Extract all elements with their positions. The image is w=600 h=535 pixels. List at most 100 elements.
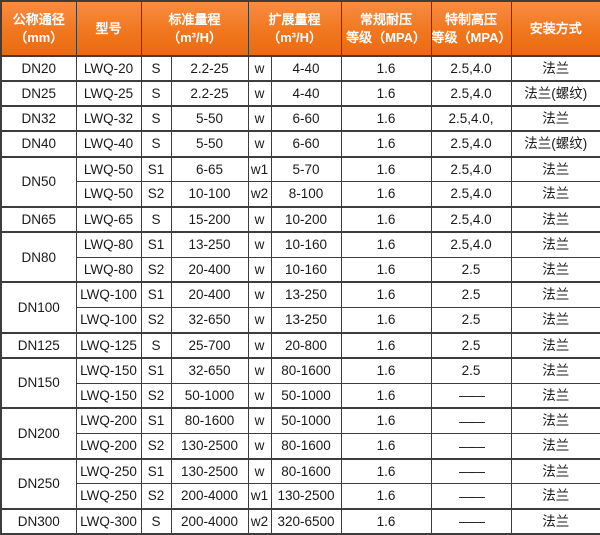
model-cell: LWQ-200 xyxy=(75,432,142,460)
standard-grade-cell: S1 xyxy=(140,356,172,384)
table-body: DN20 LWQ-20 S 2.2-25 w 4-40 1.6 2.5,4.0 法兰 DN25 LW… xyxy=(0,54,600,535)
extended-grade-cell: w2 xyxy=(247,507,272,535)
model-cell: LWQ-50 xyxy=(75,155,142,183)
table-row: LWQ-250 S2 200-4000 w1 130-2500 1.6 —— 法兰 xyxy=(1,483,600,510)
installation-cell: 法兰 xyxy=(510,256,600,283)
extended-range-cell: 80-1600 xyxy=(270,457,342,485)
standard-grade-cell: S2 xyxy=(140,382,172,409)
regular-pressure-cell: 1.6 xyxy=(340,281,432,309)
table-row: DN125 LWQ-125 S 25-700 w 20-800 1.6 2.5 法兰 xyxy=(0,331,600,359)
installation-cell: 法兰 xyxy=(510,432,600,460)
model-cell: LWQ-100 xyxy=(75,307,142,334)
extended-grade-cell: w xyxy=(247,256,272,283)
high-pressure-cell: —— xyxy=(430,382,512,409)
high-pressure-cell: 2.5,4.0 xyxy=(430,80,512,107)
extended-grade-cell: w1 xyxy=(247,155,272,183)
model-cell: LWQ-50 xyxy=(75,181,142,208)
installation-cell: 法兰 xyxy=(510,407,600,434)
installation-cell: 法兰 xyxy=(510,105,600,132)
extended-grade-cell: w xyxy=(247,105,272,132)
extended-range-cell: 8-100 xyxy=(270,181,342,208)
standard-range-cell: 80-1600 xyxy=(170,407,249,434)
standard-grade-cell: S1 xyxy=(140,281,172,309)
high-pressure-cell: 2.5 xyxy=(430,331,512,359)
installation-cell: 法兰 xyxy=(510,181,600,208)
regular-pressure-cell: 1.6 xyxy=(340,407,432,434)
high-pressure-cell: —— xyxy=(430,483,512,510)
model-cell: LWQ-150 xyxy=(75,382,142,409)
nominal-diameter-cell: DN40 xyxy=(0,130,77,158)
nominal-diameter-cell: DN80 xyxy=(0,231,77,283)
header-nominal-diameter: 公称通径 （mm） xyxy=(0,0,77,57)
installation-cell: 法兰 xyxy=(510,307,600,334)
model-cell: LWQ-65 xyxy=(75,205,142,233)
extended-range-cell: 80-1600 xyxy=(270,432,342,460)
extended-grade-cell: w xyxy=(247,205,272,233)
header-high-pressure: 特制高压 等级（MPA） xyxy=(430,0,512,57)
nominal-diameter-cell: DN32 xyxy=(0,105,77,132)
nominal-diameter-cell: DN300 xyxy=(0,507,77,535)
header-row: 公称通径 （mm） 型号 标准量程 （m³/H） 扩展量程 （m³/H） 常规耐… xyxy=(0,0,600,57)
high-pressure-cell: 2.5 xyxy=(430,356,512,384)
table-row: DN50 LWQ-50 S1 6-65 w1 5-70 1.6 2.5,4.0 法兰 xyxy=(0,155,600,208)
header-extended-range: 扩展量程 （m³/H） xyxy=(247,0,342,57)
nominal-diameter-cell: DN20 xyxy=(0,54,77,82)
installation-cell: 法兰 xyxy=(510,331,600,359)
table-row: DN300 LWQ-300 S 200-4000 w2 320-6500 1.6 —— 法兰 xyxy=(0,507,600,535)
model-cell: LWQ-32 xyxy=(75,105,142,132)
model-cell: LWQ-80 xyxy=(75,256,142,283)
regular-pressure-cell: 1.6 xyxy=(340,356,432,384)
standard-grade-cell: S xyxy=(140,205,172,233)
regular-pressure-cell: 1.6 xyxy=(340,130,432,158)
extended-grade-cell: w xyxy=(247,80,272,107)
regular-pressure-cell: 1.6 xyxy=(340,80,432,107)
standard-grade-cell: S2 xyxy=(140,307,172,334)
extended-grade-cell: w xyxy=(247,432,272,460)
regular-pressure-cell: 1.6 xyxy=(340,507,432,535)
extended-range-cell: 320-6500 xyxy=(270,507,342,535)
extended-grade-cell: w xyxy=(247,457,272,485)
model-cell: LWQ-250 xyxy=(75,457,142,485)
extended-range-cell: 13-250 xyxy=(270,281,342,309)
nominal-diameter-cell: DN50 xyxy=(0,155,77,208)
extended-range-cell: 6-60 xyxy=(270,105,342,132)
high-pressure-cell: —— xyxy=(430,457,512,485)
model-cell: LWQ-100 xyxy=(75,281,142,309)
table-row: DN200 LWQ-200 S1 80-1600 w 50-1000 1.6 —— 法兰 xyxy=(0,407,600,460)
regular-pressure-cell: 1.6 xyxy=(340,457,432,485)
nominal-diameter-cell: DN65 xyxy=(0,205,77,233)
standard-grade-cell: S1 xyxy=(140,155,172,183)
extended-grade-cell: w xyxy=(247,331,272,359)
model-cell: LWQ-300 xyxy=(75,507,142,535)
regular-pressure-cell: 1.6 xyxy=(340,331,432,359)
high-pressure-cell: 2.5 xyxy=(430,281,512,309)
regular-pressure-cell: 1.6 xyxy=(340,382,432,409)
standard-grade-cell: S2 xyxy=(140,432,172,460)
regular-pressure-cell: 1.6 xyxy=(340,307,432,334)
standard-range-cell: 32-650 xyxy=(170,307,249,334)
standard-grade-cell: S xyxy=(140,54,172,82)
high-pressure-cell: —— xyxy=(430,432,512,460)
extended-range-cell: 6-60 xyxy=(270,130,342,158)
standard-grade-cell: S xyxy=(140,105,172,132)
model-cell: LWQ-20 xyxy=(75,54,142,82)
table-row: DN100 LWQ-100 S1 20-400 w 13-250 1.6 2.5 法兰 xyxy=(0,281,600,334)
standard-grade-cell: S xyxy=(140,507,172,535)
standard-range-cell: 130-2500 xyxy=(170,457,249,485)
standard-range-cell: 20-400 xyxy=(170,281,249,309)
regular-pressure-cell: 1.6 xyxy=(340,181,432,208)
high-pressure-cell: 2.5,4.0 xyxy=(430,181,512,208)
standard-grade-cell: S xyxy=(140,130,172,158)
installation-cell: 法兰 xyxy=(510,457,600,485)
model-cell: LWQ-25 xyxy=(75,80,142,107)
model-cell: LWQ-125 xyxy=(75,331,142,359)
standard-range-cell: 200-4000 xyxy=(170,483,249,510)
header-installation: 安装方式 xyxy=(510,0,600,57)
extended-grade-cell: w2 xyxy=(247,181,272,208)
table-header: 公称通径 （mm） 型号 标准量程 （m³/H） 扩展量程 （m³/H） 常规耐… xyxy=(0,0,600,57)
installation-cell: 法兰 xyxy=(510,483,600,510)
high-pressure-cell: 2.5,4.0, xyxy=(430,105,512,132)
extended-range-cell: 10-160 xyxy=(270,231,342,258)
extended-range-cell: 10-160 xyxy=(270,256,342,283)
